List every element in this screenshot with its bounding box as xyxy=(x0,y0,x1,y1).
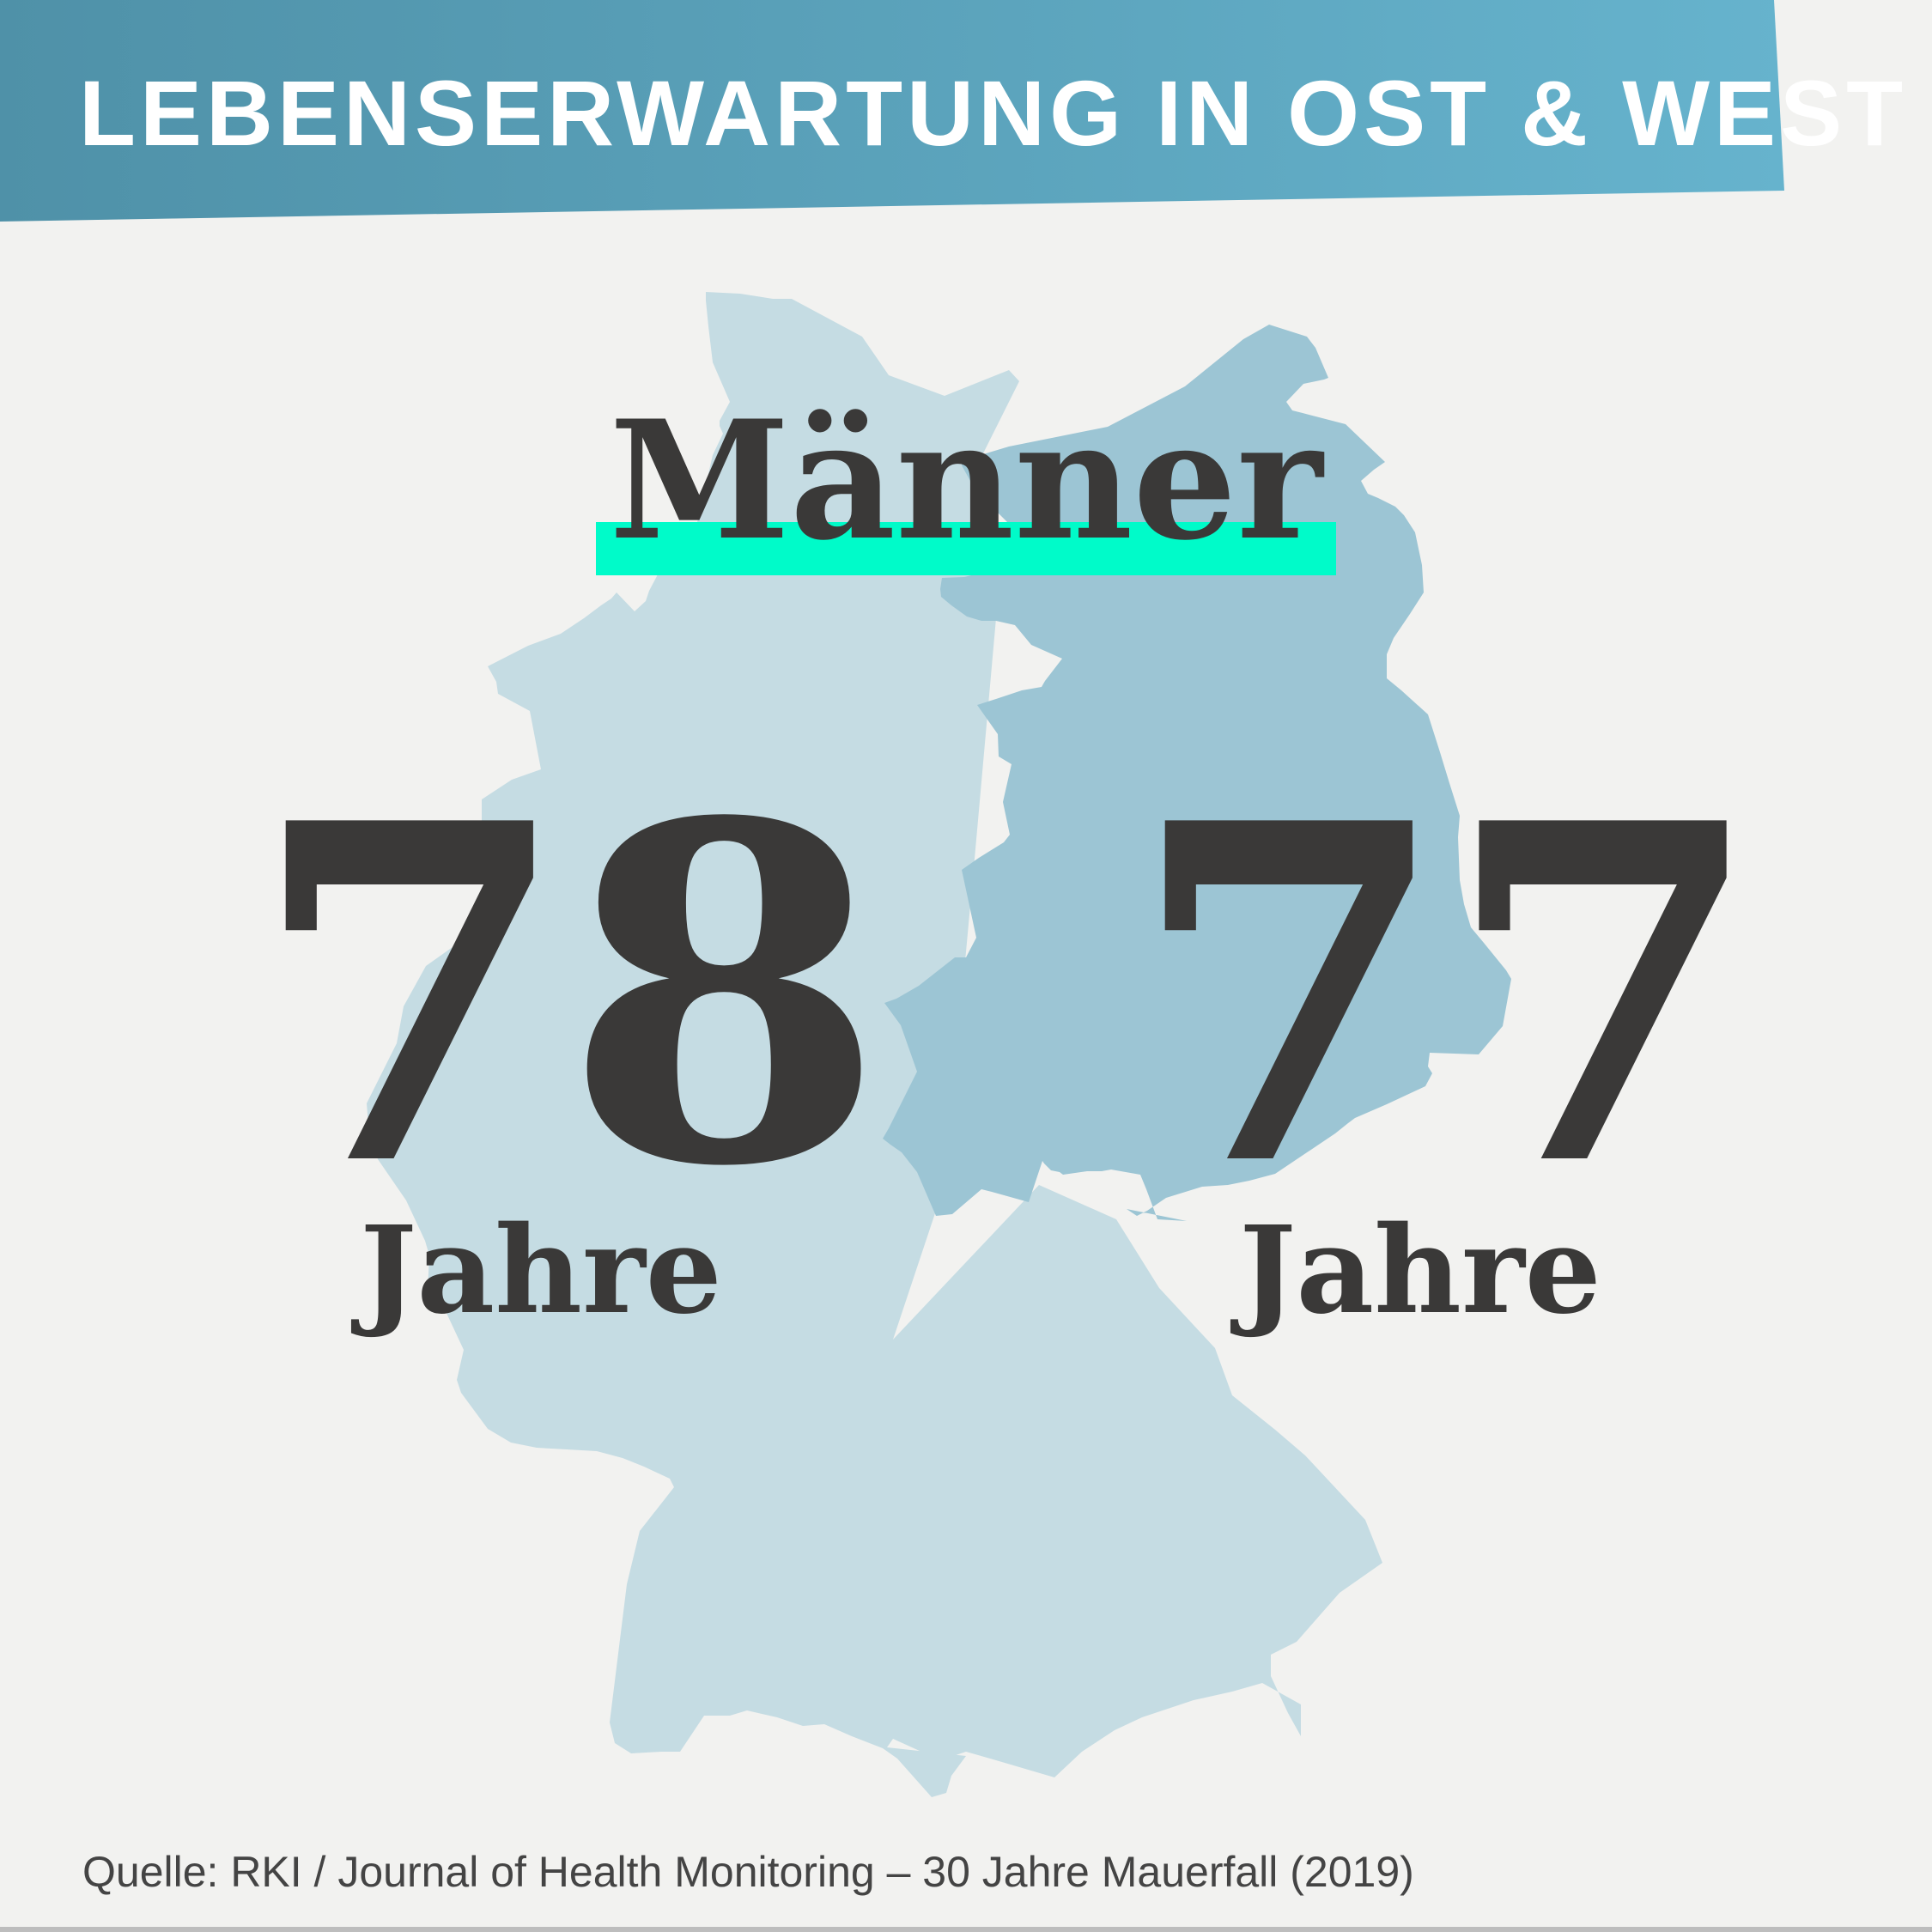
west-value: 78 xyxy=(249,724,885,1268)
header-banner xyxy=(0,0,1932,232)
east-stat: 77 Jahre xyxy=(1128,724,1765,1341)
banner-shape xyxy=(0,0,1784,222)
gender-heading: Männer xyxy=(596,395,1336,575)
west-germany-body xyxy=(367,292,1382,1797)
source-note: Quelle: RKI / Journal of Health Monitori… xyxy=(82,1848,1414,1896)
bottom-divider xyxy=(0,1927,1932,1932)
gender-label: Männer xyxy=(609,385,1323,576)
page-title: LEBENSERWARTUNG IN OST & WEST xyxy=(79,61,1908,165)
west-stat: 78 Jahre xyxy=(249,724,885,1341)
west-unit: Jahre xyxy=(360,1200,722,1341)
gender-highlight-bar xyxy=(596,522,1336,575)
east-unit: Jahre xyxy=(1239,1200,1601,1341)
east-value: 77 xyxy=(1128,724,1765,1268)
